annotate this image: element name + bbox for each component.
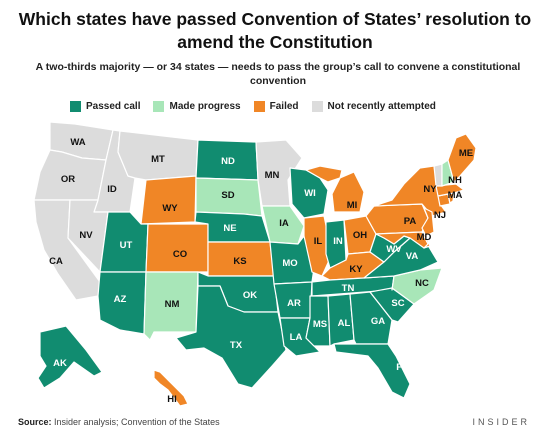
label-ID: ID	[107, 184, 117, 195]
label-AR: AR	[287, 298, 301, 309]
label-SC: SC	[391, 298, 404, 309]
label-OK: OK	[243, 290, 257, 301]
legend-item-passed: Passed call	[70, 100, 141, 112]
label-KS: KS	[233, 256, 246, 267]
label-IL: IL	[314, 236, 323, 247]
legend-label: Failed	[269, 100, 299, 112]
legend-item-not-attempted: Not recently attempted	[311, 100, 436, 112]
label-IA: IA	[279, 218, 289, 229]
source-note: Source: Insider analysis; Convention of …	[18, 417, 220, 427]
label-GA: GA	[371, 316, 385, 327]
label-MA: MA	[448, 190, 463, 201]
state-MI	[331, 171, 365, 213]
state-DE	[421, 231, 431, 249]
state-AK	[37, 325, 103, 389]
label-HI: HI	[167, 394, 177, 405]
label-MS: MS	[313, 319, 327, 330]
label-NV: NV	[79, 230, 93, 241]
legend-swatch	[311, 100, 323, 112]
label-FL: FL	[396, 362, 408, 373]
state-AL	[327, 293, 355, 347]
label-KY: KY	[349, 264, 363, 275]
label-NY: NY	[423, 184, 437, 195]
legend-item-progress: Made progress	[153, 100, 241, 112]
label-MO: MO	[282, 258, 297, 269]
legend-swatch	[70, 100, 81, 112]
label-OR: OR	[61, 174, 75, 185]
label-WY: WY	[162, 203, 178, 214]
label-MN: MN	[265, 170, 280, 181]
source-label: Source:	[18, 417, 52, 427]
label-IN: IN	[333, 236, 343, 247]
legend-label: Passed call	[86, 100, 141, 112]
label-TX: TX	[230, 340, 243, 351]
label-WI: WI	[304, 188, 316, 199]
chart-title: Which states have passed Convention of S…	[18, 9, 532, 52]
label-SD: SD	[221, 190, 234, 201]
label-MI: MI	[347, 200, 358, 211]
state-ME	[447, 133, 477, 183]
state-VT	[433, 163, 443, 187]
state-CO	[145, 223, 209, 273]
label-NJ: NJ	[434, 210, 446, 221]
label-CA: CA	[49, 256, 63, 267]
label-AL: AL	[338, 318, 351, 329]
label-OH: OH	[353, 230, 367, 241]
state-HI	[153, 369, 189, 407]
chart-subtitle: A two-thirds majority — or 34 states — n…	[35, 61, 521, 87]
label-LA: LA	[290, 332, 303, 343]
state-MA	[435, 183, 465, 197]
legend-swatch	[153, 100, 165, 112]
label-AK: AK	[53, 358, 67, 369]
label-NM: NM	[165, 299, 180, 310]
legend-swatch	[253, 100, 265, 112]
label-NC: NC	[415, 278, 429, 289]
legend-label: Not recently attempted	[327, 100, 436, 112]
label-CO: CO	[173, 249, 187, 260]
us-map: WA OR CA ID NV MT WY UT AZ CO NM ND SD N…	[33, 121, 477, 407]
state-labels: WA OR CA ID NV MT WY UT AZ CO NM ND SD N…	[49, 137, 473, 405]
label-PA: PA	[404, 216, 417, 227]
state-MN	[255, 139, 303, 207]
label-AZ: AZ	[114, 294, 127, 305]
state-FL	[333, 343, 411, 399]
legend-item-failed: Failed	[253, 100, 299, 112]
state-MI-upper	[305, 165, 343, 183]
state-PA	[365, 203, 429, 235]
label-NH: NH	[448, 175, 462, 186]
legend-label: Made progress	[169, 100, 241, 112]
state-TX	[175, 285, 287, 389]
label-NE: NE	[223, 223, 236, 234]
label-ME: ME	[459, 148, 473, 159]
label-WA: WA	[70, 137, 85, 148]
label-MD: MD	[417, 232, 432, 243]
label-TN: TN	[342, 283, 355, 294]
legend: Passed call Made progress Failed Not rec…	[70, 99, 449, 113]
label-ND: ND	[221, 156, 235, 167]
state-WY	[140, 175, 197, 225]
state-IA	[261, 205, 305, 245]
label-WV: WV	[386, 244, 402, 255]
label-UT: UT	[120, 240, 133, 251]
label-MT: MT	[151, 154, 165, 165]
label-VA: VA	[406, 251, 419, 262]
source-text: Insider analysis; Convention of the Stat…	[54, 417, 220, 427]
insider-logo: INSIDER	[472, 417, 530, 427]
